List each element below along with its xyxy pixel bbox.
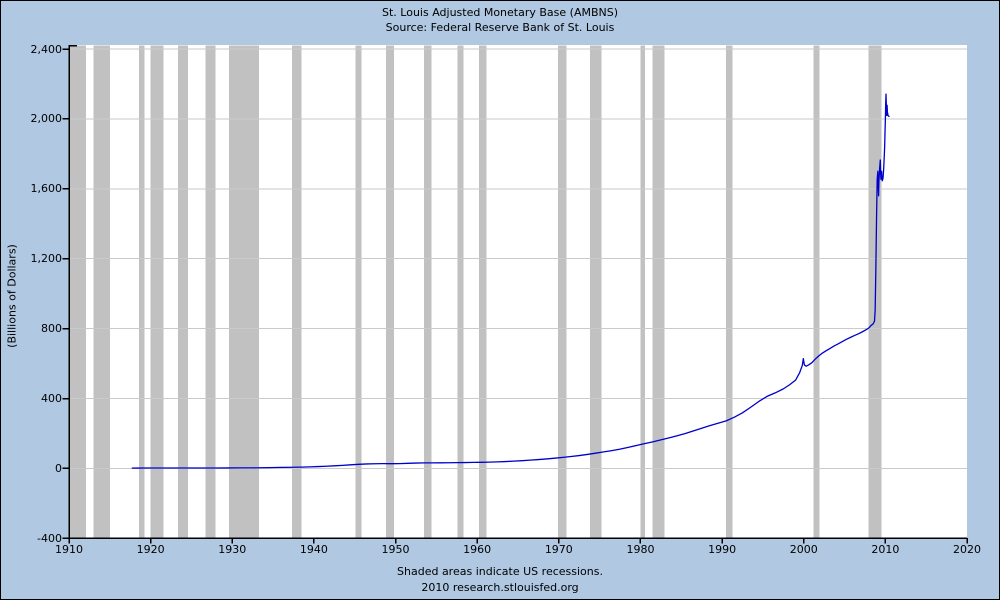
x-tick-label: 2020 [953, 543, 981, 556]
recession-band [813, 45, 820, 538]
x-tick-label: 1940 [299, 543, 328, 556]
chart-subtitle: Source: Federal Reserve Bank of St. Loui… [385, 21, 615, 34]
x-tick-label: 1970 [544, 543, 573, 556]
recession-band [424, 45, 432, 538]
x-tick-label: 1930 [218, 543, 247, 556]
recession-band [479, 45, 487, 538]
y-tick-label: 0 [55, 461, 62, 475]
recession-band [228, 45, 259, 538]
source-credit: 2010 research.stlouisfed.org [421, 581, 579, 594]
x-tick-label: 1990 [708, 543, 737, 556]
x-tick-label: 1920 [136, 543, 165, 556]
y-tick-label: -400 [37, 531, 62, 545]
recession-note: Shaded areas indicate US recessions. [397, 565, 603, 578]
recession-band [385, 45, 395, 538]
recession-band [292, 45, 302, 538]
y-tick-label: 1,600 [30, 182, 63, 196]
x-tick-label: 1980 [626, 543, 655, 556]
recession-band [139, 45, 145, 538]
recession-band [726, 45, 733, 538]
recession-band [177, 45, 189, 538]
y-tick-label: 400 [41, 392, 62, 405]
x-tick-label: 2000 [789, 543, 818, 556]
x-tick-label: 1950 [381, 543, 410, 556]
recession-band [93, 45, 110, 538]
x-tick-label: 1960 [463, 543, 492, 556]
y-tick-label: 2,000 [30, 112, 63, 126]
recession-band [652, 45, 665, 538]
y-tick-label: 1,200 [30, 252, 63, 266]
y-tick-label: 800 [41, 322, 62, 336]
data-line-ambns [131, 93, 890, 469]
x-tick-label: 2010 [871, 543, 900, 556]
chart-title: St. Louis Adjusted Monetary Base (AMBNS) [381, 6, 619, 19]
recession-band [150, 45, 164, 538]
x-tick-label: 1910 [55, 543, 83, 556]
recession-band [355, 45, 362, 538]
recession-band [590, 45, 602, 538]
recession-band [205, 45, 216, 538]
recession-band [457, 45, 464, 538]
recession-band [69, 45, 86, 538]
y-tick-label: 2,400 [30, 42, 63, 56]
recession-band [558, 45, 567, 538]
recession-band [640, 45, 646, 538]
